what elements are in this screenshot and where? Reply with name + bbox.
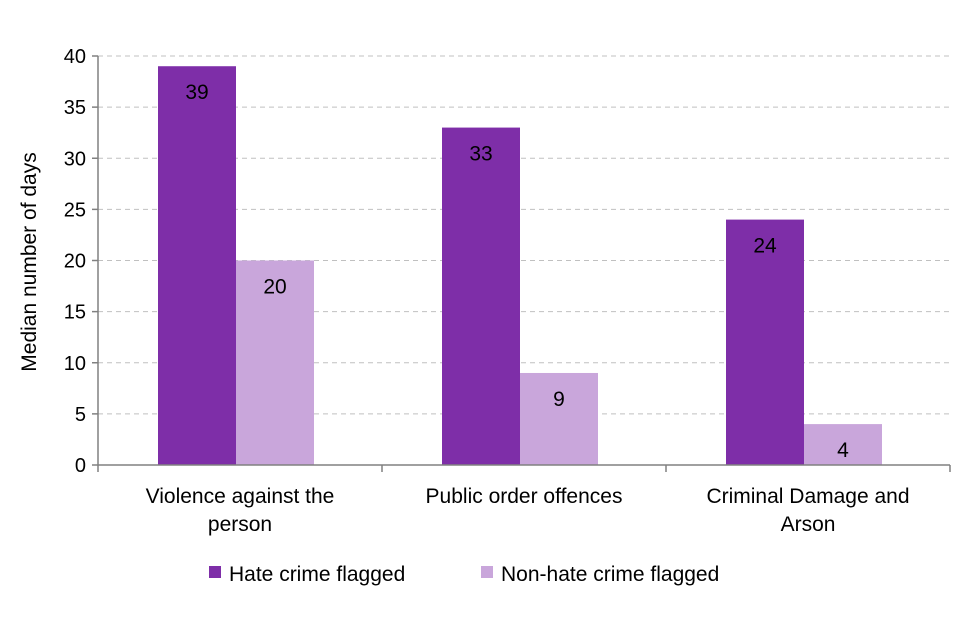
bars [158,66,882,465]
bar [726,219,804,465]
bar [520,372,598,465]
category-label: Criminal Damage and [706,485,909,508]
y-tick-label: 5 [75,404,86,426]
data-label: 33 [469,143,492,166]
legend: Hate crime flagged Non-hate crime flagged [209,563,719,586]
category-label: Arson [781,513,836,536]
data-label: 24 [753,235,777,258]
labels: 0 5 10 15 20 25 30 35 40 39 20 Violence against the… [64,46,910,536]
y-tick-label: 35 [64,97,86,119]
legend-swatch [481,566,493,578]
y-tick-label: 15 [64,302,86,324]
category-label: Public order offences [426,485,623,508]
data-label: 39 [185,81,208,104]
data-label: 9 [553,388,565,411]
y-tick-label: 30 [64,148,86,170]
bar [158,66,236,465]
bar [804,424,882,465]
y-axis-title: Median number of days [18,152,41,371]
legend-label: Hate crime flagged [229,563,405,586]
y-tick-label: 40 [64,46,86,68]
legend-label: Non-hate crime flagged [501,563,719,586]
y-tick-label: 20 [64,251,86,273]
legend-swatch [209,566,221,578]
axes [92,55,951,472]
category-label: person [208,513,272,536]
bar [236,260,314,465]
y-tick-label: 25 [64,199,86,221]
data-label: 20 [263,276,286,299]
y-tick-label: 10 [64,353,86,375]
category-label: Violence against the [146,485,335,508]
bar [442,127,520,465]
y-tick-label: 0 [75,455,86,477]
data-label: 4 [837,439,849,462]
